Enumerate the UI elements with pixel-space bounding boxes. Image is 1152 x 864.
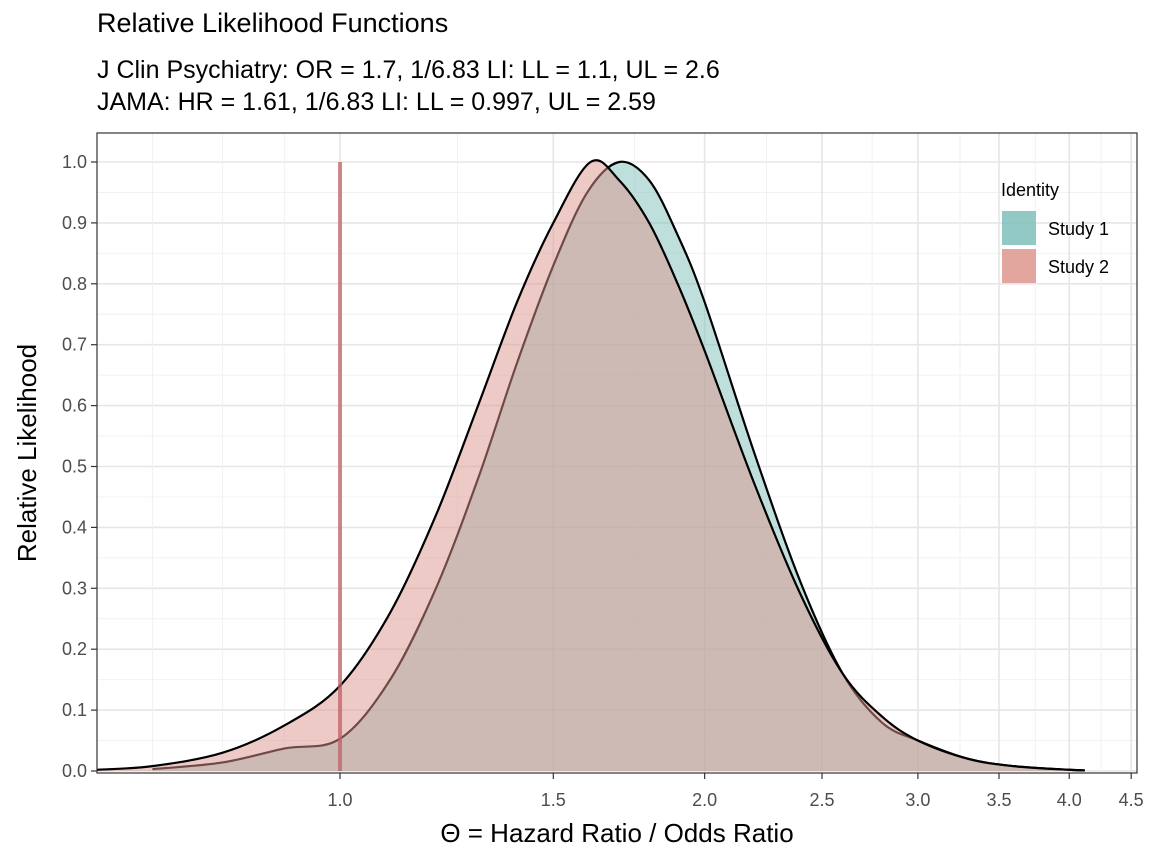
x-tick-label: 4.5 — [1119, 790, 1144, 810]
y-axis-title: Relative Likelihood — [12, 344, 42, 562]
x-tick-label: 1.5 — [541, 790, 566, 810]
chart-title: Relative Likelihood Functions — [97, 8, 449, 38]
x-tick-label: 1.0 — [328, 790, 353, 810]
y-tick-label: 0.0 — [62, 761, 87, 781]
legend: Identity Study 1 Study 2 — [1001, 180, 1109, 283]
legend-label-study-2: Study 2 — [1048, 257, 1109, 277]
y-tick-label: 0.1 — [62, 700, 87, 720]
chart-subtitle-line-1: J Clin Psychiatry: OR = 1.7, 1/6.83 LI: … — [97, 56, 720, 84]
legend-key-study-1 — [1002, 211, 1036, 245]
x-tick-label: 4.0 — [1057, 790, 1082, 810]
y-tick-label: 0.9 — [62, 213, 87, 233]
legend-key-study-2 — [1002, 249, 1036, 283]
y-tick-label: 0.4 — [62, 517, 87, 537]
x-tick-label: 3.0 — [905, 790, 930, 810]
y-tick-label: 0.2 — [62, 639, 87, 659]
series-area-study-2 — [97, 160, 1085, 771]
x-tick-label: 2.5 — [809, 790, 834, 810]
y-tick-label: 0.7 — [62, 335, 87, 355]
axis-ticks: 0.0 0.1 0.2 0.3 0.4 0.5 0.6 0.7 0.8 0.9 1.0 1.0 1.5 2… — [62, 152, 1144, 810]
legend-title: Identity — [1001, 180, 1059, 200]
legend-label-study-1: Study 1 — [1048, 219, 1109, 239]
chart-subtitle-line-2: JAMA: HR = 1.61, 1/6.83 LI: LL = 0.997, … — [97, 88, 656, 116]
x-tick-label: 3.5 — [986, 790, 1011, 810]
y-tick-label: 0.5 — [62, 457, 87, 477]
y-tick-label: 0.3 — [62, 578, 87, 598]
y-tick-label: 0.6 — [62, 396, 87, 416]
x-axis-title: Θ = Hazard Ratio / Odds Ratio — [440, 818, 793, 848]
y-tick-label: 1.0 — [62, 152, 87, 172]
panel-border — [96, 132, 1138, 774]
x-tick-label: 2.0 — [692, 790, 717, 810]
y-tick-label: 0.8 — [62, 274, 87, 294]
